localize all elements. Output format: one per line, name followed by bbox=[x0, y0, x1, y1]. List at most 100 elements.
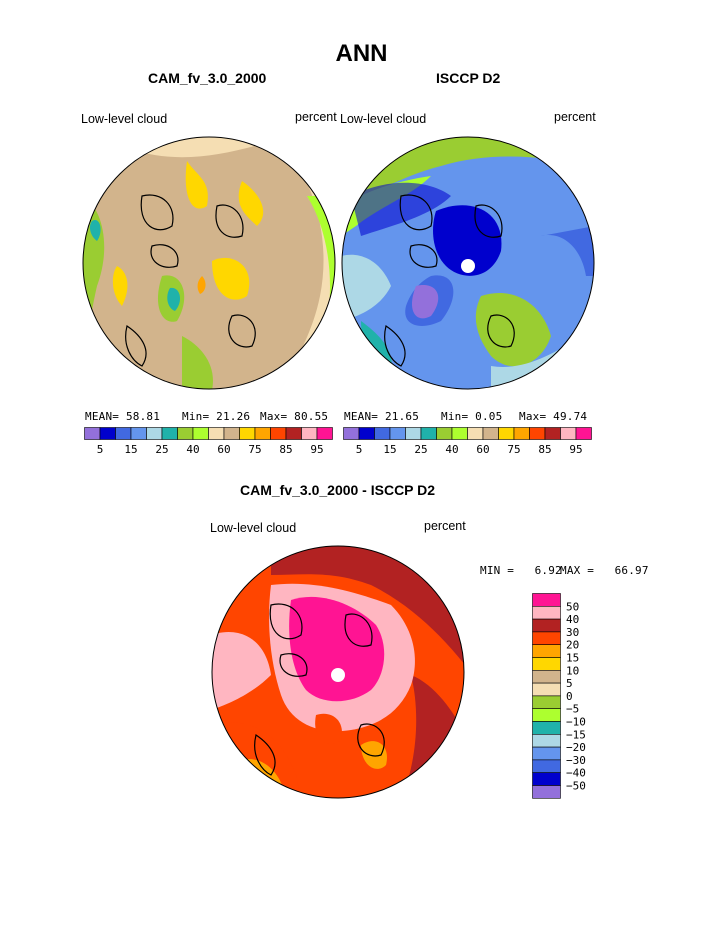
panel-1-colorbar-swatch bbox=[316, 427, 333, 440]
panel-3-colorbar-tick-label: 0 bbox=[566, 690, 573, 703]
panel-2-colorbar-tick-label: 15 bbox=[383, 443, 396, 456]
panel-1-colorbar-swatch bbox=[99, 427, 116, 440]
panel-2-colorbar-tick-label: 75 bbox=[507, 443, 520, 456]
panel-1-title: CAM_fv_3.0_2000 bbox=[148, 70, 267, 86]
panel-2-variable-label: Low-level cloud bbox=[340, 112, 427, 126]
panel-2-max-stat: Max= 49.74 bbox=[519, 410, 588, 423]
panel-2-colorbar-swatch bbox=[374, 427, 391, 440]
panel-2-min-stat: Min= 0.05 bbox=[441, 410, 503, 423]
panel-1-colorbar-swatch bbox=[223, 427, 240, 440]
panel-3-colorbar-swatch bbox=[532, 618, 561, 633]
panel-1-colorbar-swatch bbox=[239, 427, 256, 440]
panel-3-polar-map bbox=[211, 545, 465, 799]
panel-3-colorbar-tick-label: 30 bbox=[566, 626, 579, 639]
panel-1-colorbar-tick-label: 85 bbox=[279, 443, 292, 456]
panel-3-colorbar-swatch bbox=[532, 746, 561, 761]
panel-3-colorbar-swatch bbox=[532, 644, 561, 658]
panel-1-colorbar-swatch bbox=[146, 427, 163, 440]
panel-2-colorbar-swatch bbox=[436, 427, 453, 440]
panel-1-colorbar-swatch bbox=[285, 427, 302, 440]
panel-2-colorbar-tick-label: 5 bbox=[356, 443, 363, 456]
panel-3-colorbar-swatch bbox=[532, 606, 561, 620]
panel-3-colorbar-swatch bbox=[532, 695, 561, 710]
panel-1-colorbar-tick-label: 25 bbox=[155, 443, 168, 456]
panel-3-colorbar-swatch bbox=[532, 670, 561, 684]
panel-2-colorbar-swatch bbox=[420, 427, 437, 440]
panel-2-colorbar-tick-label: 95 bbox=[569, 443, 582, 456]
panel-1-colorbar-swatch bbox=[192, 427, 209, 440]
panel-2-colorbar-tick-label: 60 bbox=[476, 443, 489, 456]
panel-1-polar-map bbox=[82, 136, 336, 390]
panel-3-colorbar-tick-label: 5 bbox=[566, 677, 573, 690]
panel-1-colorbar-swatch bbox=[115, 427, 132, 440]
panel-3-colorbar-tick-label: 15 bbox=[566, 652, 579, 665]
panel-1-colorbar: 5 15 25 40 60 75 85 95 bbox=[84, 427, 333, 456]
panel-1-colorbar-swatch bbox=[177, 427, 194, 440]
panel-3-colorbar-tick-label: −10 bbox=[566, 716, 586, 729]
panel-2-colorbar-swatch bbox=[560, 427, 577, 440]
panel-1-colorbar-swatch bbox=[208, 427, 225, 440]
panel-2-colorbar-swatch bbox=[389, 427, 406, 440]
panel-1-colorbar-swatch bbox=[84, 427, 101, 440]
panel-2-polar-map bbox=[341, 136, 595, 390]
panel-1-colorbar-tick-label: 40 bbox=[186, 443, 199, 456]
panel-2-units-label: percent bbox=[554, 110, 596, 124]
panel-3-colorbar-tick-label: −5 bbox=[566, 703, 579, 716]
panel-2-colorbar-swatch bbox=[498, 427, 515, 440]
panel-1-colorbar-tick-label: 95 bbox=[310, 443, 323, 456]
figure-title: ANN bbox=[335, 40, 388, 67]
panel-2-colorbar-swatch bbox=[467, 427, 484, 440]
panel-1-colorbar-swatch bbox=[254, 427, 271, 440]
panel-2-colorbar-swatch bbox=[513, 427, 530, 440]
panel-3-colorbar-tick-label: 20 bbox=[566, 639, 579, 652]
panel-3-colorbar-swatch bbox=[532, 593, 561, 607]
panel-3-colorbar-swatch bbox=[532, 657, 561, 671]
panel-2-mean-stat: MEAN= 21.65 bbox=[344, 410, 420, 423]
panel-2-colorbar-swatch bbox=[405, 427, 422, 440]
panel-3-colorbar-tick-label: −40 bbox=[566, 767, 586, 780]
panel-1-colorbar-swatch bbox=[270, 427, 287, 440]
panel-2-colorbar-tick-label: 40 bbox=[445, 443, 458, 456]
panel-3-colorbar-swatch bbox=[532, 682, 561, 697]
panel-3-colorbar-swatch bbox=[532, 785, 561, 799]
panel-1-colorbar-tick-label: 75 bbox=[248, 443, 261, 456]
panel-2-colorbar-swatch bbox=[482, 427, 499, 440]
panel-1-variable-label: Low-level cloud bbox=[81, 112, 168, 126]
panel-3-units-label: percent bbox=[424, 519, 466, 533]
panel-2-colorbar-swatch bbox=[451, 427, 468, 440]
panel-3-colorbar-swatch bbox=[532, 759, 561, 773]
panel-3-colorbar-tick-label: 50 bbox=[566, 600, 579, 613]
panel-3-min-stat: MIN = 6.92 bbox=[480, 564, 562, 577]
panel-3-colorbar-swatch bbox=[532, 734, 561, 748]
panel-2-colorbar-swatch bbox=[358, 427, 375, 440]
panel-1-colorbar-tick-label: 60 bbox=[217, 443, 230, 456]
panel-3-colorbar-swatch bbox=[532, 631, 561, 646]
panel-1-colorbar-tick-label: 15 bbox=[124, 443, 137, 456]
panel-3-variable-label: Low-level cloud bbox=[210, 521, 297, 535]
panel-3-colorbar-tick-label: −15 bbox=[566, 728, 586, 741]
panel-3-colorbar-tick-label: −20 bbox=[566, 741, 586, 754]
panel-2-title: ISCCP D2 bbox=[436, 70, 501, 86]
panel-2-colorbar-swatch bbox=[529, 427, 546, 440]
panel-1-units-label: percent bbox=[295, 110, 337, 124]
panel-2-colorbar: 5 15 25 40 60 75 85 95 bbox=[343, 427, 592, 456]
panel-3-colorbar-swatch bbox=[532, 772, 561, 786]
panel-3-title: CAM_fv_3.0_2000 - ISCCP D2 bbox=[240, 482, 436, 498]
panel-2-colorbar-tick-label: 85 bbox=[538, 443, 551, 456]
panel-2-colorbar-swatch bbox=[575, 427, 592, 440]
panel-2-colorbar-swatch bbox=[343, 427, 360, 440]
panel-3-max-stat: MAX = 66.97 bbox=[560, 564, 649, 577]
panel-3-colorbar-swatch bbox=[532, 708, 561, 722]
panel-3-colorbar-tick-label: −50 bbox=[566, 780, 586, 793]
panel-1-min-stat: Min= 21.26 bbox=[182, 410, 251, 423]
panel-1-colorbar-swatch bbox=[301, 427, 318, 440]
panel-1-colorbar-swatch bbox=[130, 427, 147, 440]
panel-3-colorbar-tick-label: 10 bbox=[566, 664, 579, 677]
panel-1-max-stat: Max= 80.55 bbox=[260, 410, 329, 423]
panel-1-colorbar-swatch bbox=[161, 427, 178, 440]
panel-1-colorbar-tick-label: 5 bbox=[97, 443, 104, 456]
panel-3-colorbar-swatch bbox=[532, 721, 561, 735]
panel-3-colorbar-tick-label: −30 bbox=[566, 754, 586, 767]
panel-1-mean-stat: MEAN= 58.81 bbox=[85, 410, 161, 423]
